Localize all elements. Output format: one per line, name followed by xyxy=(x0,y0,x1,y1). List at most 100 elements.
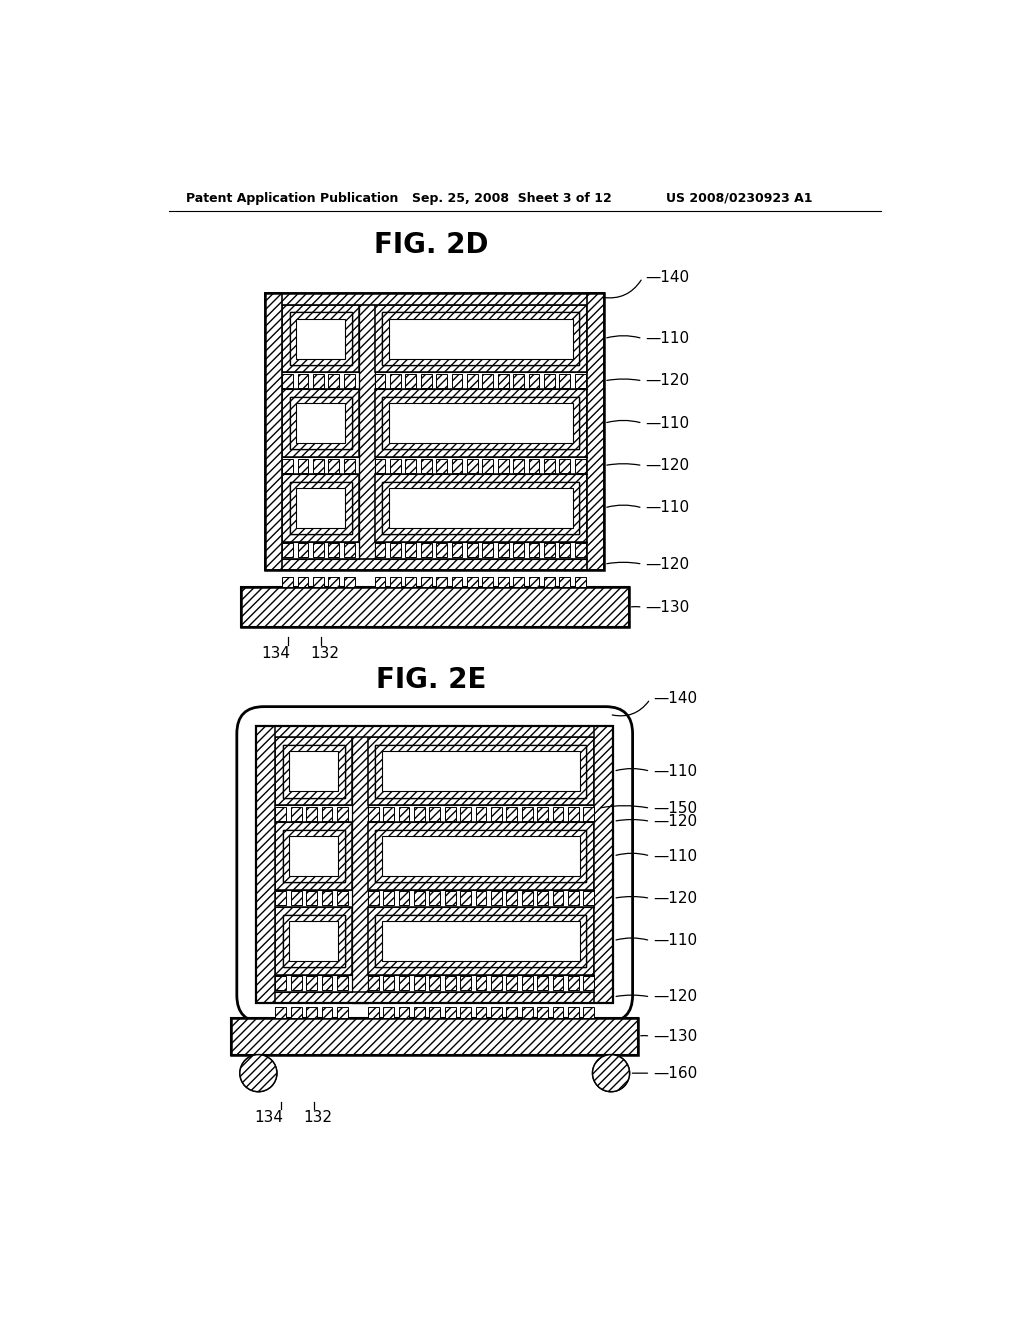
Bar xyxy=(421,544,432,557)
Bar xyxy=(368,1007,379,1018)
Bar xyxy=(344,374,354,388)
Bar xyxy=(375,459,385,473)
Bar xyxy=(383,977,394,990)
Text: —140: —140 xyxy=(646,271,690,285)
Bar xyxy=(521,977,532,990)
Text: —120: —120 xyxy=(646,458,690,473)
Bar xyxy=(283,544,293,557)
Bar xyxy=(490,891,502,906)
Bar xyxy=(344,544,354,557)
Bar xyxy=(375,577,385,587)
Bar xyxy=(528,577,540,587)
Bar xyxy=(275,907,352,974)
Bar xyxy=(568,977,579,990)
Bar xyxy=(275,891,286,906)
Bar xyxy=(390,544,400,557)
Bar xyxy=(265,558,604,570)
Bar xyxy=(290,482,351,535)
Bar xyxy=(398,977,410,990)
Bar xyxy=(490,1007,502,1018)
Bar xyxy=(467,374,478,388)
Bar xyxy=(452,577,463,587)
Text: 134: 134 xyxy=(255,1110,284,1126)
Bar xyxy=(390,374,400,388)
Bar xyxy=(368,822,594,890)
Bar xyxy=(436,577,447,587)
Bar xyxy=(283,744,345,797)
Bar xyxy=(337,807,348,821)
Bar xyxy=(256,991,613,1003)
Bar xyxy=(368,907,594,974)
Bar xyxy=(289,751,339,792)
Bar xyxy=(322,1007,333,1018)
Bar xyxy=(231,1018,638,1055)
Bar xyxy=(506,1007,517,1018)
Bar xyxy=(383,891,394,906)
Bar xyxy=(283,305,359,372)
Text: —160: —160 xyxy=(653,1065,697,1081)
Bar xyxy=(475,1007,486,1018)
Bar xyxy=(283,744,345,797)
Bar xyxy=(452,544,463,557)
Bar xyxy=(337,1007,348,1018)
Bar xyxy=(444,977,456,990)
Text: 134: 134 xyxy=(261,645,291,661)
Bar xyxy=(383,807,394,821)
Bar xyxy=(444,891,456,906)
Bar xyxy=(467,459,478,473)
Text: —120: —120 xyxy=(646,374,690,388)
Bar xyxy=(559,374,570,388)
Bar xyxy=(322,807,333,821)
Bar xyxy=(283,830,345,882)
Bar xyxy=(390,459,400,473)
Bar xyxy=(498,577,509,587)
Bar xyxy=(414,807,425,821)
Bar xyxy=(337,891,348,906)
Bar xyxy=(306,807,316,821)
Bar xyxy=(375,474,587,543)
Bar xyxy=(398,1007,410,1018)
Text: —110: —110 xyxy=(653,764,697,779)
Bar xyxy=(368,807,379,821)
Circle shape xyxy=(240,1055,276,1092)
Bar xyxy=(568,891,579,906)
Bar xyxy=(368,738,594,805)
Bar xyxy=(521,891,532,906)
Text: US 2008/0230923 A1: US 2008/0230923 A1 xyxy=(666,191,812,205)
Bar xyxy=(329,577,339,587)
Bar xyxy=(313,577,324,587)
Bar xyxy=(553,977,563,990)
Bar xyxy=(275,977,286,990)
Text: —110: —110 xyxy=(646,416,690,430)
Bar xyxy=(275,738,352,805)
Bar xyxy=(513,577,524,587)
Bar xyxy=(376,830,587,882)
Bar xyxy=(460,1007,471,1018)
Bar xyxy=(498,374,509,388)
Bar xyxy=(584,977,594,990)
Bar xyxy=(538,891,548,906)
Bar xyxy=(265,293,604,570)
Text: Patent Application Publication: Patent Application Publication xyxy=(186,191,398,205)
Bar xyxy=(528,544,540,557)
Bar xyxy=(429,1007,440,1018)
Bar xyxy=(382,482,580,535)
Bar xyxy=(388,404,573,444)
Bar xyxy=(382,482,580,535)
Bar xyxy=(322,977,333,990)
Bar xyxy=(352,726,368,1003)
Bar xyxy=(291,807,301,821)
Bar xyxy=(398,807,410,821)
Bar xyxy=(306,1007,316,1018)
Text: —110: —110 xyxy=(646,500,690,516)
Bar xyxy=(313,459,324,473)
Bar xyxy=(444,1007,456,1018)
Bar xyxy=(291,891,301,906)
Circle shape xyxy=(240,1055,276,1092)
Bar xyxy=(275,807,286,821)
Bar xyxy=(289,836,339,876)
Bar xyxy=(429,807,440,821)
Bar xyxy=(421,577,432,587)
Bar xyxy=(329,459,339,473)
Text: FIG. 2D: FIG. 2D xyxy=(374,231,488,259)
